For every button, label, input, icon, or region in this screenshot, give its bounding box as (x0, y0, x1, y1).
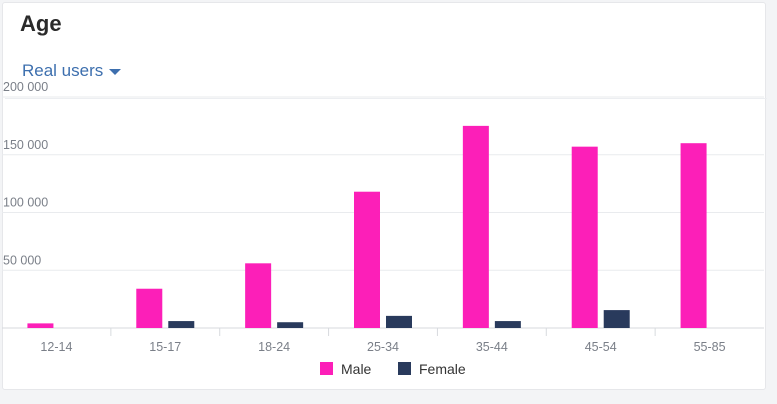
female-bar (386, 315, 412, 328)
female-bar (168, 321, 195, 328)
y-tick-label: 100 000 (3, 196, 48, 210)
legend-label-female: Female (419, 361, 466, 377)
x-tick-label: 18-24 (258, 340, 290, 354)
male-bar (354, 191, 380, 328)
x-tick-label: 45-54 (585, 340, 617, 354)
male-bar (136, 288, 163, 328)
male-bar (571, 146, 598, 328)
female-bar (603, 310, 630, 328)
male-bar (27, 323, 54, 328)
y-tick-label: 50 000 (3, 253, 41, 267)
x-tick-label: 15-17 (149, 340, 181, 354)
female-bar (494, 321, 521, 328)
x-tick-label: 55-85 (694, 340, 726, 354)
card-title: Age (20, 11, 62, 36)
male-bar (462, 125, 489, 328)
header-divider (5, 98, 767, 99)
dropdown-label: Real users (22, 61, 104, 80)
user-type-dropdown[interactable]: Real users (22, 61, 122, 81)
female-bar (277, 322, 304, 328)
male-bar (680, 143, 707, 328)
x-tick-label: 12-14 (40, 340, 72, 354)
legend-swatch-male (320, 362, 333, 375)
age-card: Age Real users (2, 2, 767, 390)
male-bar (245, 263, 272, 328)
caret-down-icon (109, 69, 122, 75)
legend-swatch-female (398, 362, 411, 375)
y-tick-label: 150 000 (3, 138, 48, 152)
legend-label-male: Male (341, 361, 372, 377)
y-tick-label: 200 000 (3, 80, 48, 94)
x-tick-label: 35-44 (476, 340, 508, 354)
x-tick-label: 25-34 (367, 340, 399, 354)
